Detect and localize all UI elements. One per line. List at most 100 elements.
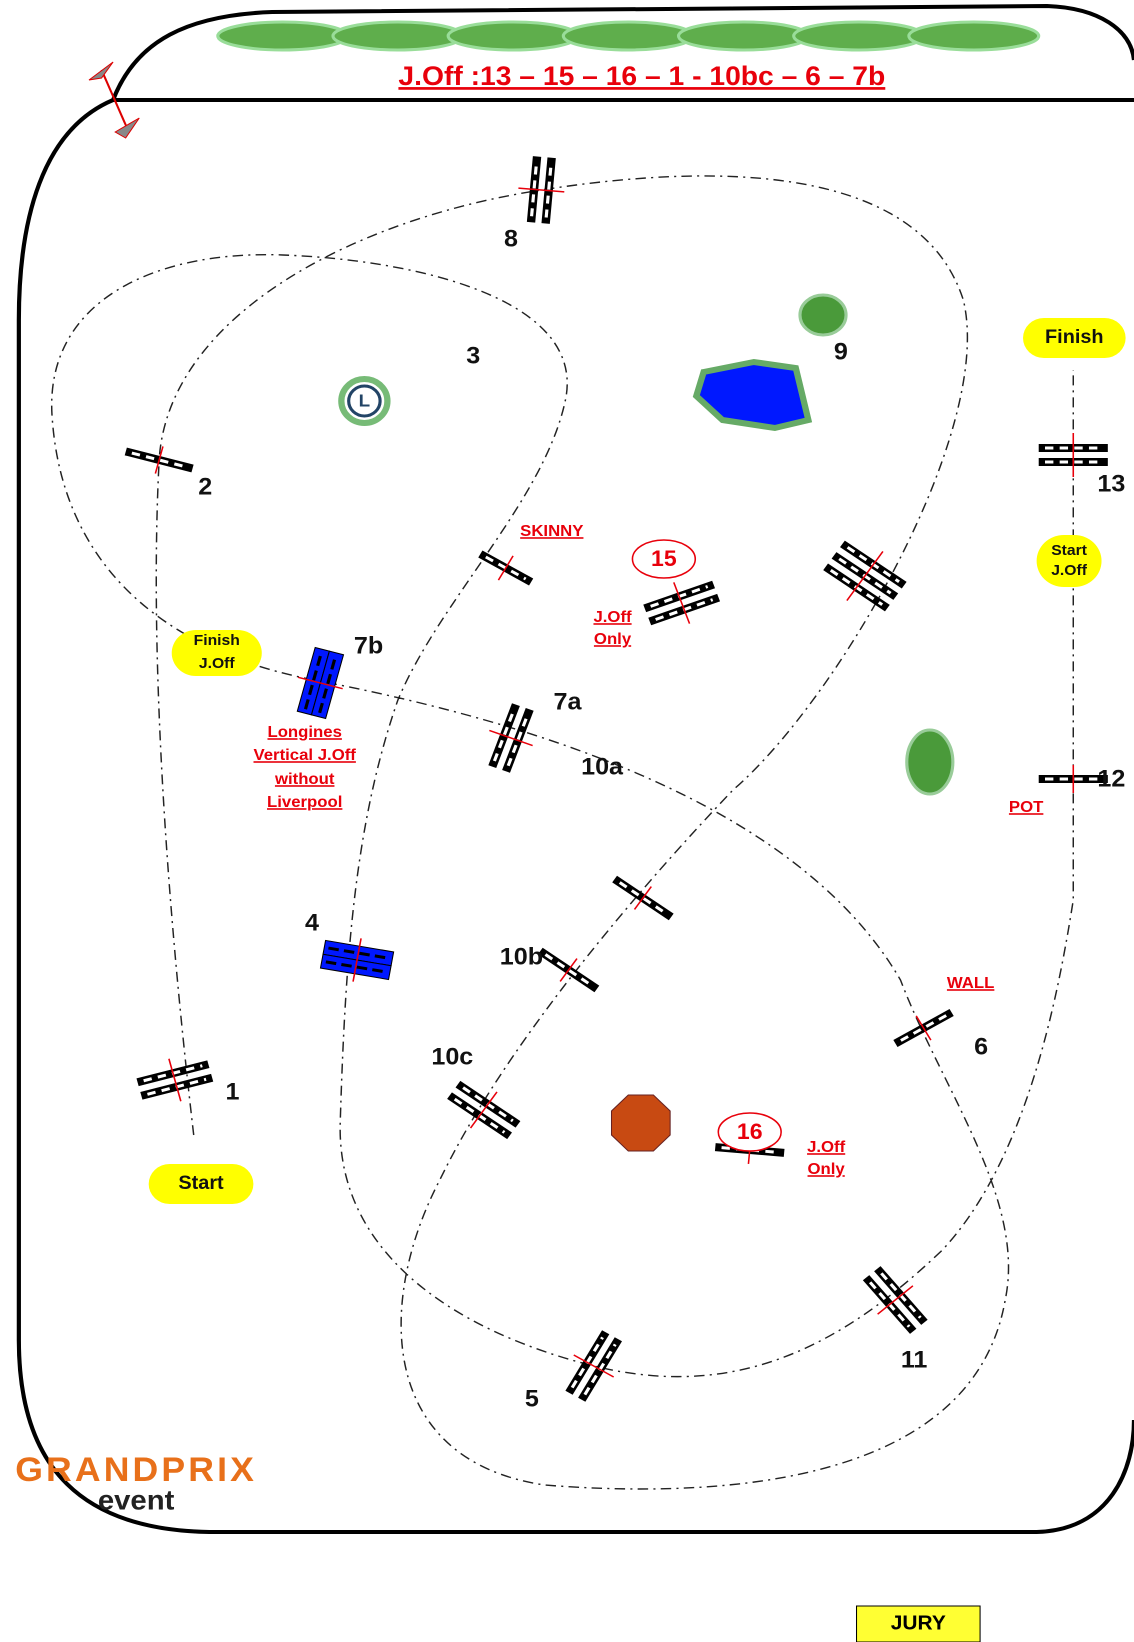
hedge [907, 20, 1041, 52]
tree [905, 728, 955, 796]
direction-arrow [297, 676, 343, 690]
jump-off-circle [631, 539, 697, 579]
direction-arrow [915, 1015, 932, 1041]
course-line [50, 175, 1075, 1490]
marker [171, 630, 262, 676]
fence [565, 1330, 622, 1402]
jury-box [855, 1605, 981, 1642]
fences [124, 156, 1108, 1402]
rail-stripe [303, 652, 323, 710]
direction-arrow [633, 886, 652, 910]
note: Vertical J.Off [254, 747, 357, 765]
direction-arrow [518, 187, 565, 193]
note: J.Off [807, 1139, 846, 1157]
marker-label: Start [178, 1172, 224, 1193]
hedge [331, 20, 465, 52]
marker [1023, 318, 1126, 358]
fence [1038, 433, 1108, 477]
tree [798, 293, 848, 337]
fence-label: 1 [225, 1079, 239, 1105]
jump-off-fence: 15 [651, 546, 677, 570]
rail-stripe [492, 709, 516, 762]
rail-stripe [318, 656, 337, 714]
note: Only [594, 631, 632, 649]
direction-arrow [573, 1354, 615, 1378]
hedge [446, 20, 580, 52]
note: Only [808, 1161, 846, 1179]
marker-label: Start [1051, 542, 1087, 559]
note: Liverpool [267, 794, 342, 812]
fence [447, 1080, 521, 1140]
fence-label: 2 [198, 474, 212, 500]
note: Longines [267, 724, 341, 742]
note: J.Off [593, 609, 632, 627]
fence-label: 11 [901, 1347, 928, 1373]
fence-label: 10c [431, 1044, 473, 1070]
fence-label: 8 [504, 226, 518, 252]
marker [1036, 535, 1102, 587]
direction-arrow [352, 938, 362, 982]
hedge [561, 20, 695, 52]
marker [148, 1164, 254, 1204]
logo-letter: L [359, 390, 371, 411]
marker-label: Finish [1045, 326, 1104, 347]
fence [612, 875, 674, 921]
direction-arrow [497, 555, 514, 581]
pond [692, 358, 813, 432]
fence-label: 7b [354, 633, 383, 659]
fence-label: 10b [500, 944, 543, 970]
direction-arrow [559, 958, 578, 982]
hedge [216, 20, 350, 52]
logo-circle [347, 384, 382, 418]
direction-arrow [168, 1058, 182, 1102]
rail-stripe [530, 162, 539, 217]
rail-stripe [544, 953, 593, 987]
jump-off-title: J.Off :13 – 15 – 16 – 1 - 10bc – 6 – 7b [398, 61, 885, 91]
rail-stripe [506, 714, 530, 767]
fence-label: 9 [834, 339, 848, 365]
jump-off-circle [717, 1112, 782, 1152]
direction-arrow [489, 729, 533, 747]
hedges [216, 20, 1041, 52]
note: SKINNY [520, 523, 583, 541]
brand: GRANDPRIX [15, 1451, 257, 1489]
rail-stripe [131, 451, 187, 469]
jump-off-fence: 16 [737, 1119, 763, 1143]
flag [88, 61, 140, 139]
fence-label: 13 [1097, 471, 1125, 497]
fence-label: 5 [525, 1386, 539, 1412]
fence [823, 540, 907, 612]
marker-label: J.Off [1051, 562, 1088, 579]
brand-sub: event [98, 1485, 175, 1516]
direction-arrow [846, 550, 884, 602]
fence-label: 4 [305, 910, 319, 936]
direction-arrow [877, 1285, 914, 1315]
hedge [676, 20, 810, 52]
direction-arrow [154, 446, 164, 474]
note: without [274, 771, 335, 789]
rail-stripe [544, 163, 553, 218]
arena-border [16, 3, 1134, 1534]
fence-label: 12 [1097, 766, 1125, 792]
fence [862, 1266, 928, 1334]
fence [643, 580, 721, 626]
fence-label: 7a [554, 689, 582, 715]
umbrella [610, 1094, 671, 1152]
note: WALL [947, 975, 994, 993]
fence [518, 156, 565, 224]
fence-label: 6 [974, 1034, 988, 1060]
note: POT [1009, 799, 1043, 817]
fence [478, 550, 534, 586]
fence [319, 938, 395, 982]
hedge [792, 20, 926, 52]
fence [296, 646, 345, 720]
direction-arrow [469, 1091, 498, 1129]
fence-label: 3 [466, 343, 480, 369]
direction-arrow [673, 582, 691, 624]
fence [537, 947, 600, 993]
fence [124, 446, 194, 474]
fence [893, 1009, 954, 1047]
jury-label: JURY [891, 1612, 946, 1634]
rail-stripe [328, 946, 389, 960]
